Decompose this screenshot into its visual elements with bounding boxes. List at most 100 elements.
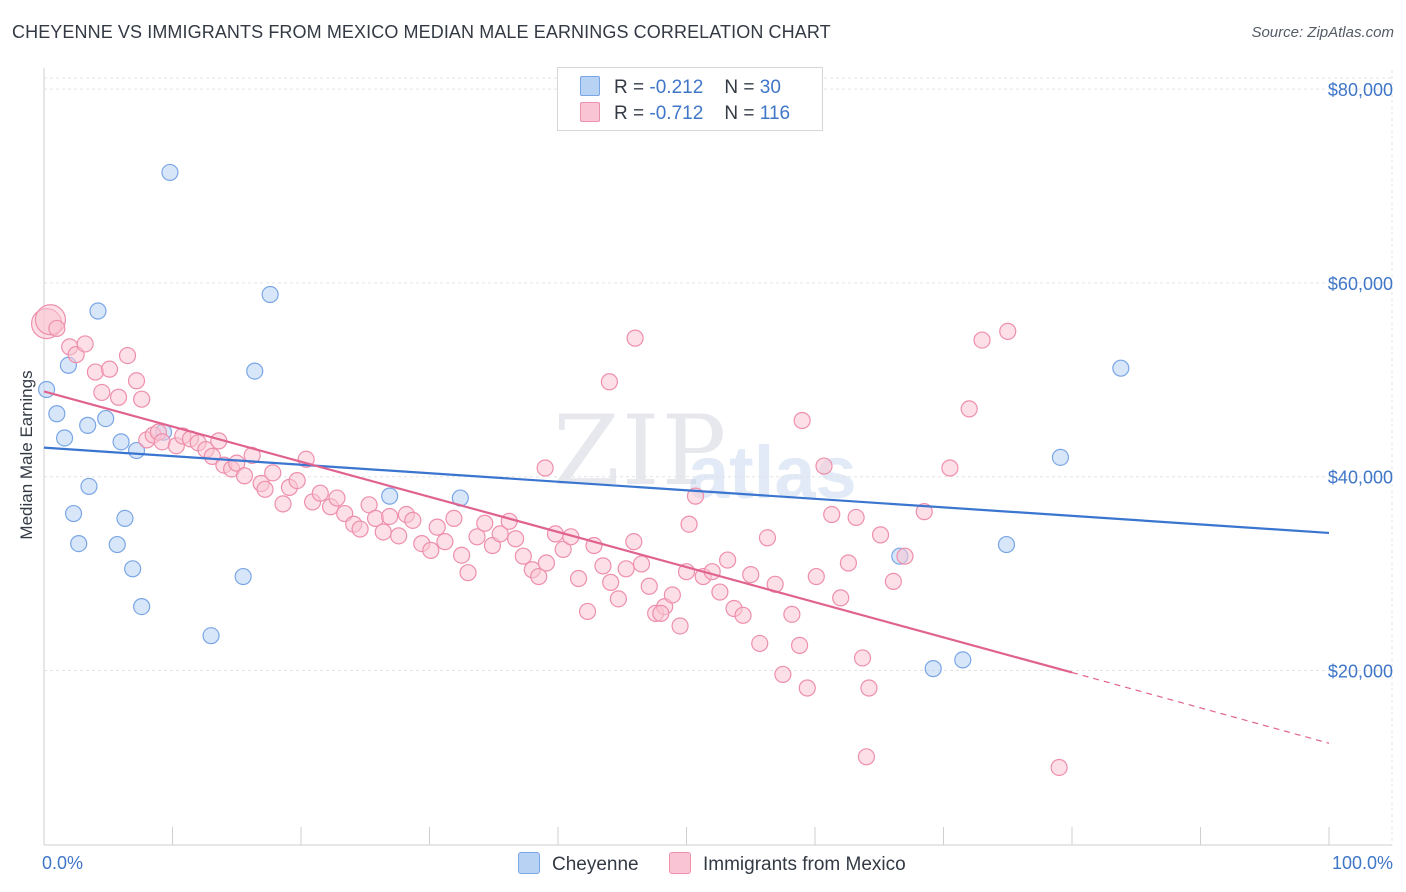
mexico-point (758, 529, 777, 547)
cheyenne-point (108, 535, 126, 554)
mexico-point (807, 567, 825, 586)
mexico-point (436, 533, 454, 551)
y-tick-label: $40,000 (1328, 468, 1393, 488)
mexico-point (428, 518, 446, 536)
mexico-point (600, 373, 619, 391)
mexico-point (404, 511, 422, 529)
mexico-point (884, 572, 902, 590)
cheyenne-point (70, 534, 88, 553)
mexico-point (832, 589, 850, 607)
mexico-point (453, 546, 471, 564)
mexico-point (328, 489, 346, 507)
cheyenne-point (64, 504, 83, 523)
mexico-point (742, 566, 760, 584)
mexico-point (790, 636, 809, 654)
mexico-point (109, 388, 128, 406)
cheyenne-point (261, 285, 279, 304)
cheyenne-point (202, 627, 220, 645)
mexico-point (632, 555, 651, 573)
mexico-point (537, 554, 556, 572)
y-tick-label: $80,000 (1328, 80, 1393, 100)
stats-legend: R = -0.212 N = 30 R = -0.712 N = 116 (557, 67, 823, 131)
mexico-point (536, 459, 554, 477)
mexico-point (671, 617, 689, 635)
cheyenne-trend-line (43, 446, 1330, 535)
r-label: R = (614, 103, 645, 124)
mexico-trend-line (43, 390, 1073, 674)
mexico-point (118, 346, 137, 365)
mexico-point (390, 527, 408, 545)
mexico-point (76, 335, 94, 353)
mexico-point (860, 679, 878, 697)
mexico-point (941, 459, 959, 477)
mexico-point (594, 557, 612, 575)
n-value-mexico: 116 (759, 103, 791, 124)
cheyenne-point (246, 362, 264, 380)
y-tick-label: $20,000 (1328, 662, 1393, 682)
mexico-point (680, 515, 698, 533)
mexico-point (203, 447, 221, 465)
cheyenne-point (80, 477, 98, 496)
mexico-point (311, 484, 329, 502)
legend-swatch-cheyenne (580, 76, 600, 96)
cheyenne-point (161, 163, 179, 182)
r-value-mexico: -0.712 (649, 103, 704, 124)
mexico-point (798, 679, 816, 697)
cheyenne-point (124, 560, 142, 578)
mexico-point (468, 528, 486, 546)
mexico-point (960, 400, 978, 418)
mexico-point (857, 748, 876, 766)
legend-row-mexico: R = -0.712 N = 116 (580, 102, 790, 128)
cheyenne-point (55, 429, 74, 447)
x-tick-label-min: 0.0% (42, 853, 83, 873)
mexico-point (751, 634, 769, 653)
cheyenne-point (234, 567, 252, 586)
cheyenne-point (997, 535, 1016, 554)
legend-label-mexico: Immigrants from Mexico (703, 854, 906, 875)
mexico-points (30, 304, 1068, 777)
legend-item-mexico: Immigrants from Mexico (669, 852, 906, 876)
trend-lines (43, 390, 1330, 744)
mexico-point (500, 512, 518, 530)
mexico-point (264, 464, 282, 482)
r-label: R = (614, 77, 645, 98)
mexico-point (973, 331, 991, 349)
cheyenne-point (97, 409, 115, 428)
mexico-point (1050, 758, 1068, 777)
mexico-point (48, 319, 66, 338)
legend-swatch-mexico (669, 852, 691, 874)
mexico-point (734, 606, 752, 624)
mexico-point (133, 390, 151, 408)
mexico-point (823, 505, 841, 524)
mexico-point (640, 577, 658, 595)
cheyenne-point (116, 509, 134, 528)
mexico-point (288, 472, 306, 490)
mexico-point (514, 547, 532, 565)
y-axis-label: Median Male Earnings (17, 370, 36, 539)
mexico-point (853, 649, 872, 667)
mexico-point (127, 372, 146, 390)
axes (43, 68, 1392, 846)
mexico-point (256, 480, 274, 498)
n-label: N = (724, 77, 755, 98)
n-value-cheyenne: 30 (759, 77, 781, 98)
mexico-point (459, 564, 477, 582)
mexico-point (445, 509, 463, 528)
legend-row-cheyenne: R = -0.212 N = 30 (580, 76, 781, 102)
mexico-point (381, 507, 399, 526)
legend-swatch-cheyenne (518, 852, 540, 874)
mexico-point (93, 383, 111, 402)
mexico-point (569, 569, 588, 588)
mexico-point (871, 526, 890, 544)
mexico-point (711, 583, 729, 601)
mexico-point (506, 530, 525, 548)
mexico-point (774, 665, 792, 684)
mexico-point (839, 554, 858, 572)
mexico-point (609, 590, 627, 608)
mexico-point (530, 567, 548, 586)
series-legend: Cheyenne Immigrants from Mexico (0, 852, 1406, 878)
mexico-point (896, 547, 914, 565)
mexico-point (86, 363, 105, 381)
cheyenne-points (37, 163, 1130, 678)
